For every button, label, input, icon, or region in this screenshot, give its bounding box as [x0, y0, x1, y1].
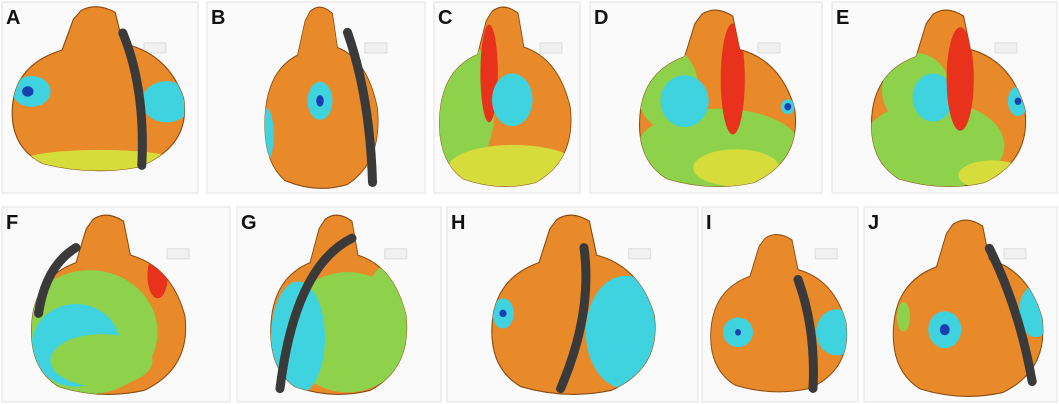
panel: E [831, 1, 1058, 194]
panel-label: B [211, 7, 225, 29]
activation-patch [1014, 97, 1022, 105]
panel-label: H [451, 212, 465, 234]
heart-model [439, 6, 572, 187]
panel-label: E [836, 7, 849, 29]
heart-model [270, 214, 408, 395]
activation-patch [141, 81, 185, 123]
activation-patch [816, 309, 847, 356]
scale-box [143, 42, 167, 54]
catheter-line [348, 32, 373, 182]
panel: J [863, 206, 1058, 403]
activation-patch [22, 86, 34, 97]
catheter-line [39, 248, 76, 314]
activation-patch [1019, 285, 1043, 338]
heart-model [710, 234, 848, 392]
panel-label: G [241, 212, 257, 234]
activation-patch [693, 149, 780, 187]
catheter-line [280, 238, 352, 388]
panel: A [1, 1, 199, 194]
heart-model [11, 6, 186, 171]
activation-patch [946, 27, 974, 131]
catheter-line [123, 33, 143, 165]
patches [271, 266, 407, 395]
panel-label: C [438, 7, 452, 29]
panel-label: I [706, 212, 712, 234]
heart-model [639, 9, 797, 188]
panel-label: J [868, 212, 879, 234]
activation-patch [316, 95, 324, 107]
scale-box [384, 248, 408, 260]
heart-model [264, 6, 379, 188]
panel: B [206, 1, 426, 194]
activation-patch [660, 75, 709, 128]
activation-patch [896, 301, 911, 332]
patches [723, 309, 847, 356]
heart-model [892, 219, 1044, 398]
patches [31, 253, 168, 395]
activation-patch [939, 324, 950, 336]
activation-patch [50, 334, 153, 387]
panel: D [589, 1, 823, 194]
patches [639, 23, 796, 187]
patches [896, 285, 1043, 349]
scale-box [1003, 248, 1027, 260]
panel-label: A [6, 7, 20, 29]
heart-body [892, 219, 1044, 398]
activation-patch [367, 266, 403, 342]
activation-patch [602, 345, 638, 376]
heart-model [491, 214, 656, 394]
activation-patch [912, 73, 954, 122]
scale-box [814, 248, 838, 260]
panel: I [701, 206, 859, 403]
panel: F [1, 206, 231, 403]
scale-box [994, 42, 1018, 54]
scale-box [628, 248, 652, 260]
heart-model [22, 214, 187, 395]
patches [264, 81, 333, 162]
scale-box [757, 42, 781, 54]
scale-box [539, 42, 563, 54]
scale-box [364, 42, 388, 54]
panel: C [433, 1, 581, 194]
patches [492, 275, 656, 389]
panel-label: D [594, 7, 608, 29]
catheter-line [989, 248, 1032, 381]
activation-patch [784, 103, 792, 111]
catheter-line [798, 280, 813, 389]
catheter-line [561, 248, 586, 389]
scale-box [166, 248, 190, 260]
activation-patch [735, 329, 741, 336]
activation-patch [499, 309, 507, 318]
patches [12, 75, 185, 171]
panel-label: F [6, 212, 18, 234]
panel: G [236, 206, 442, 403]
activation-patch [264, 108, 274, 162]
panel: H [446, 206, 699, 403]
activation-patch [720, 23, 745, 135]
activation-patch [492, 73, 533, 127]
